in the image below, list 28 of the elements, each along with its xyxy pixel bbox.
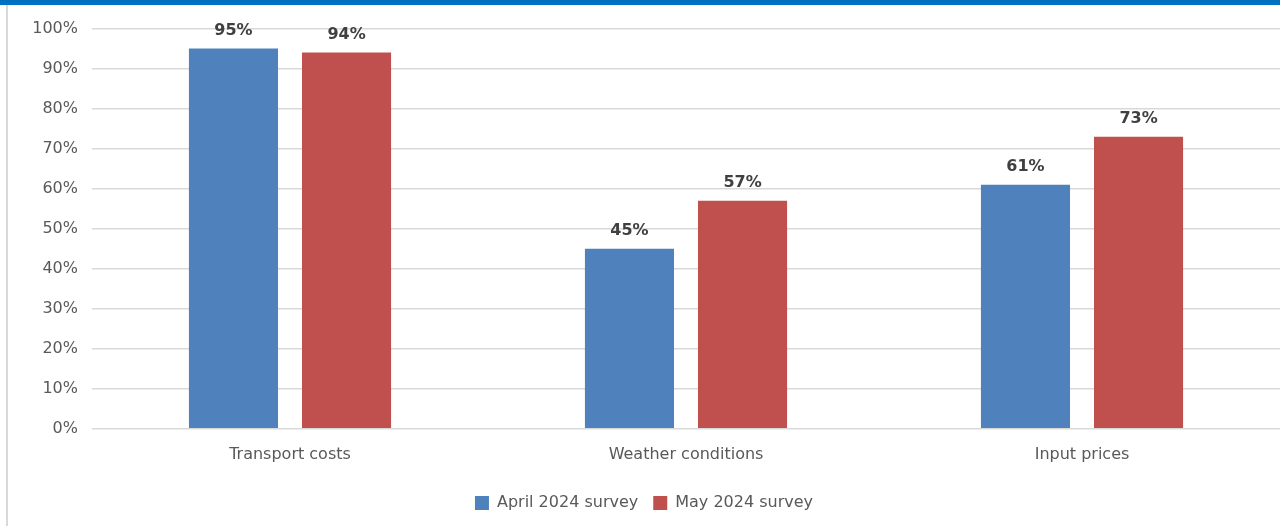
legend-label: April 2024 survey [496, 492, 639, 512]
y-tick-label: 0% [52, 417, 78, 437]
x-tick-label: Input prices [1034, 443, 1130, 463]
y-tick-label: 30% [42, 297, 78, 317]
bar [1093, 136, 1184, 429]
y-tick-label: 80% [42, 97, 78, 117]
data-label: 57% [723, 171, 762, 191]
x-tick-label: Transport costs [228, 443, 351, 463]
y-tick-label: 90% [42, 57, 78, 77]
x-tick-label: Weather conditions [608, 443, 764, 463]
y-tick-label: 40% [42, 257, 78, 277]
legend-label: May 2024 survey [675, 492, 814, 512]
bar [301, 52, 392, 429]
data-label: 45% [610, 219, 649, 239]
bar [188, 48, 279, 429]
data-label: 61% [1006, 155, 1045, 175]
y-tick-label: 100% [32, 17, 78, 37]
y-tick-label: 60% [42, 177, 78, 197]
y-tick-label: 20% [42, 337, 78, 357]
bar [980, 184, 1071, 429]
data-label: 73% [1119, 107, 1158, 127]
bar [584, 248, 675, 429]
y-tick-label: 50% [42, 217, 78, 237]
data-label: 94% [327, 23, 366, 43]
data-label: 95% [214, 19, 253, 39]
y-tick-label: 10% [42, 377, 78, 397]
y-tick-label: 70% [42, 137, 78, 157]
bar [697, 200, 788, 429]
